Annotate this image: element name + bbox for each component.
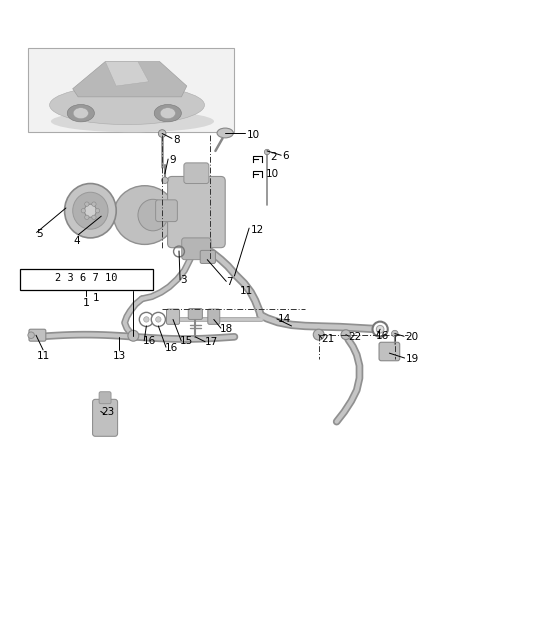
Text: 9: 9 bbox=[169, 155, 176, 165]
Circle shape bbox=[156, 317, 161, 322]
Text: 1: 1 bbox=[83, 298, 90, 308]
Circle shape bbox=[84, 202, 89, 206]
Text: 19: 19 bbox=[405, 354, 419, 364]
Circle shape bbox=[377, 325, 384, 333]
FancyBboxPatch shape bbox=[188, 308, 202, 320]
FancyBboxPatch shape bbox=[181, 238, 211, 259]
Text: 23: 23 bbox=[101, 407, 114, 417]
Text: 21: 21 bbox=[322, 334, 335, 344]
Circle shape bbox=[140, 312, 154, 327]
Text: 22: 22 bbox=[349, 332, 362, 342]
FancyBboxPatch shape bbox=[200, 251, 215, 263]
Text: 20: 20 bbox=[405, 332, 419, 342]
Ellipse shape bbox=[113, 186, 176, 244]
Ellipse shape bbox=[72, 192, 108, 229]
Circle shape bbox=[152, 312, 166, 327]
Text: 1: 1 bbox=[93, 293, 99, 303]
Text: 2 3 6 7 10: 2 3 6 7 10 bbox=[55, 273, 118, 283]
Circle shape bbox=[81, 208, 86, 213]
FancyBboxPatch shape bbox=[208, 309, 220, 324]
Bar bbox=[20, 269, 153, 290]
Circle shape bbox=[313, 329, 324, 340]
Circle shape bbox=[28, 332, 34, 338]
Text: 8: 8 bbox=[173, 135, 180, 145]
Ellipse shape bbox=[138, 199, 168, 231]
Text: 17: 17 bbox=[204, 337, 218, 347]
FancyBboxPatch shape bbox=[184, 163, 209, 183]
FancyBboxPatch shape bbox=[167, 176, 225, 247]
Ellipse shape bbox=[50, 85, 204, 124]
FancyBboxPatch shape bbox=[93, 399, 118, 436]
Circle shape bbox=[92, 202, 96, 206]
Bar bbox=[28, 48, 234, 132]
Text: 16: 16 bbox=[165, 343, 178, 353]
FancyBboxPatch shape bbox=[99, 392, 111, 404]
Text: 3: 3 bbox=[180, 275, 187, 285]
Text: 14: 14 bbox=[278, 315, 291, 325]
FancyBboxPatch shape bbox=[29, 329, 46, 341]
FancyBboxPatch shape bbox=[156, 200, 177, 222]
Text: 12: 12 bbox=[251, 225, 264, 235]
Circle shape bbox=[264, 149, 270, 154]
FancyBboxPatch shape bbox=[166, 309, 179, 324]
Circle shape bbox=[373, 322, 387, 337]
Ellipse shape bbox=[154, 104, 181, 122]
Circle shape bbox=[92, 215, 96, 219]
Polygon shape bbox=[72, 62, 187, 97]
Ellipse shape bbox=[217, 128, 233, 138]
Ellipse shape bbox=[73, 108, 88, 119]
Circle shape bbox=[162, 177, 168, 183]
Circle shape bbox=[84, 215, 89, 219]
Text: 6: 6 bbox=[282, 151, 289, 161]
Text: 5: 5 bbox=[36, 229, 43, 239]
Text: 10: 10 bbox=[266, 169, 279, 179]
Text: 16: 16 bbox=[376, 331, 389, 341]
Circle shape bbox=[341, 330, 351, 340]
Ellipse shape bbox=[160, 108, 175, 119]
Text: 15: 15 bbox=[180, 336, 193, 346]
Text: 11: 11 bbox=[37, 351, 50, 361]
Text: 11: 11 bbox=[240, 286, 253, 296]
Circle shape bbox=[159, 130, 166, 138]
Ellipse shape bbox=[84, 204, 96, 217]
Text: 13: 13 bbox=[113, 351, 126, 361]
Text: 10: 10 bbox=[246, 129, 259, 139]
Text: 18: 18 bbox=[220, 323, 233, 333]
Text: 7: 7 bbox=[226, 278, 233, 288]
Ellipse shape bbox=[64, 183, 116, 238]
Circle shape bbox=[128, 330, 139, 341]
Text: 2: 2 bbox=[270, 153, 276, 163]
Circle shape bbox=[391, 330, 398, 337]
Circle shape bbox=[144, 317, 149, 322]
Circle shape bbox=[95, 208, 100, 213]
FancyBboxPatch shape bbox=[379, 342, 399, 360]
Text: 4: 4 bbox=[74, 236, 80, 246]
Text: 16: 16 bbox=[143, 336, 156, 346]
Polygon shape bbox=[105, 62, 149, 86]
Ellipse shape bbox=[51, 111, 214, 133]
Ellipse shape bbox=[67, 104, 94, 122]
